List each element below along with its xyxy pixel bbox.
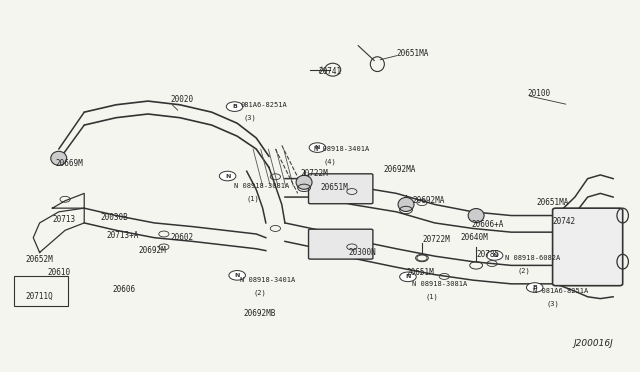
Text: B: B — [532, 285, 537, 290]
Text: 20692MA: 20692MA — [384, 165, 416, 174]
Text: 20606: 20606 — [113, 285, 136, 294]
Text: 20692M: 20692M — [138, 246, 166, 255]
Text: N: N — [315, 145, 320, 150]
Text: 20100: 20100 — [527, 89, 550, 98]
Text: 081A6-8251A: 081A6-8251A — [241, 102, 287, 108]
Text: 20640M: 20640M — [460, 233, 488, 242]
Text: J200016J: J200016J — [573, 340, 613, 349]
FancyBboxPatch shape — [552, 208, 623, 286]
Text: 20692MB: 20692MB — [244, 309, 276, 318]
Text: N: N — [234, 273, 240, 278]
Text: N 08918-6082A: N 08918-6082A — [505, 255, 560, 261]
Text: 20692MA: 20692MA — [412, 196, 445, 205]
Text: 20713+A: 20713+A — [106, 231, 139, 240]
Circle shape — [220, 171, 236, 181]
Text: 20300N: 20300N — [349, 248, 376, 257]
Text: (1): (1) — [246, 196, 259, 202]
Circle shape — [227, 102, 243, 112]
Text: N 081A6-8251A: N 081A6-8251A — [534, 288, 589, 294]
Text: N 08918-3081A: N 08918-3081A — [412, 281, 468, 287]
Text: 20020: 20020 — [170, 95, 193, 104]
Text: (3): (3) — [546, 301, 559, 307]
Text: 20651M: 20651M — [320, 183, 348, 192]
FancyBboxPatch shape — [308, 229, 373, 259]
Circle shape — [229, 270, 246, 280]
Text: 20651M: 20651M — [406, 268, 434, 277]
Text: N: N — [492, 253, 497, 258]
Text: 20711Q: 20711Q — [26, 292, 53, 301]
Text: 20030B: 20030B — [100, 213, 128, 222]
Text: B: B — [232, 104, 237, 109]
FancyBboxPatch shape — [308, 174, 373, 204]
Text: 20741: 20741 — [318, 67, 341, 76]
Ellipse shape — [51, 151, 67, 165]
Text: 20713: 20713 — [52, 215, 76, 224]
Text: N: N — [225, 173, 230, 179]
Text: (3): (3) — [244, 115, 256, 121]
Text: (1): (1) — [425, 294, 438, 300]
Text: 20651MA: 20651MA — [396, 49, 429, 58]
Circle shape — [309, 143, 326, 153]
Circle shape — [486, 251, 503, 260]
Circle shape — [527, 283, 543, 292]
Text: 20602: 20602 — [170, 233, 193, 242]
Text: 20742: 20742 — [552, 217, 576, 225]
Text: N 08918-3401A: N 08918-3401A — [314, 146, 369, 152]
Text: 20722M: 20722M — [422, 235, 450, 244]
Text: 20785: 20785 — [476, 250, 499, 259]
Ellipse shape — [398, 198, 414, 211]
Text: 20651MA: 20651MA — [537, 198, 569, 207]
Text: (4): (4) — [323, 159, 336, 165]
Text: 20610: 20610 — [48, 268, 71, 277]
Text: 20669M: 20669M — [56, 159, 83, 169]
Ellipse shape — [296, 175, 312, 189]
Circle shape — [399, 272, 416, 282]
Text: N 08918-3401A: N 08918-3401A — [241, 277, 296, 283]
Text: N 08918-3081A: N 08918-3081A — [234, 183, 289, 189]
Text: 20606+A: 20606+A — [472, 220, 504, 229]
Text: (2): (2) — [253, 290, 266, 296]
Ellipse shape — [468, 209, 484, 222]
Text: (2): (2) — [518, 268, 531, 274]
Bar — [14, 276, 68, 306]
Text: N: N — [405, 274, 411, 279]
Text: 20722M: 20722M — [301, 169, 328, 177]
Text: 20652M: 20652M — [26, 255, 53, 264]
